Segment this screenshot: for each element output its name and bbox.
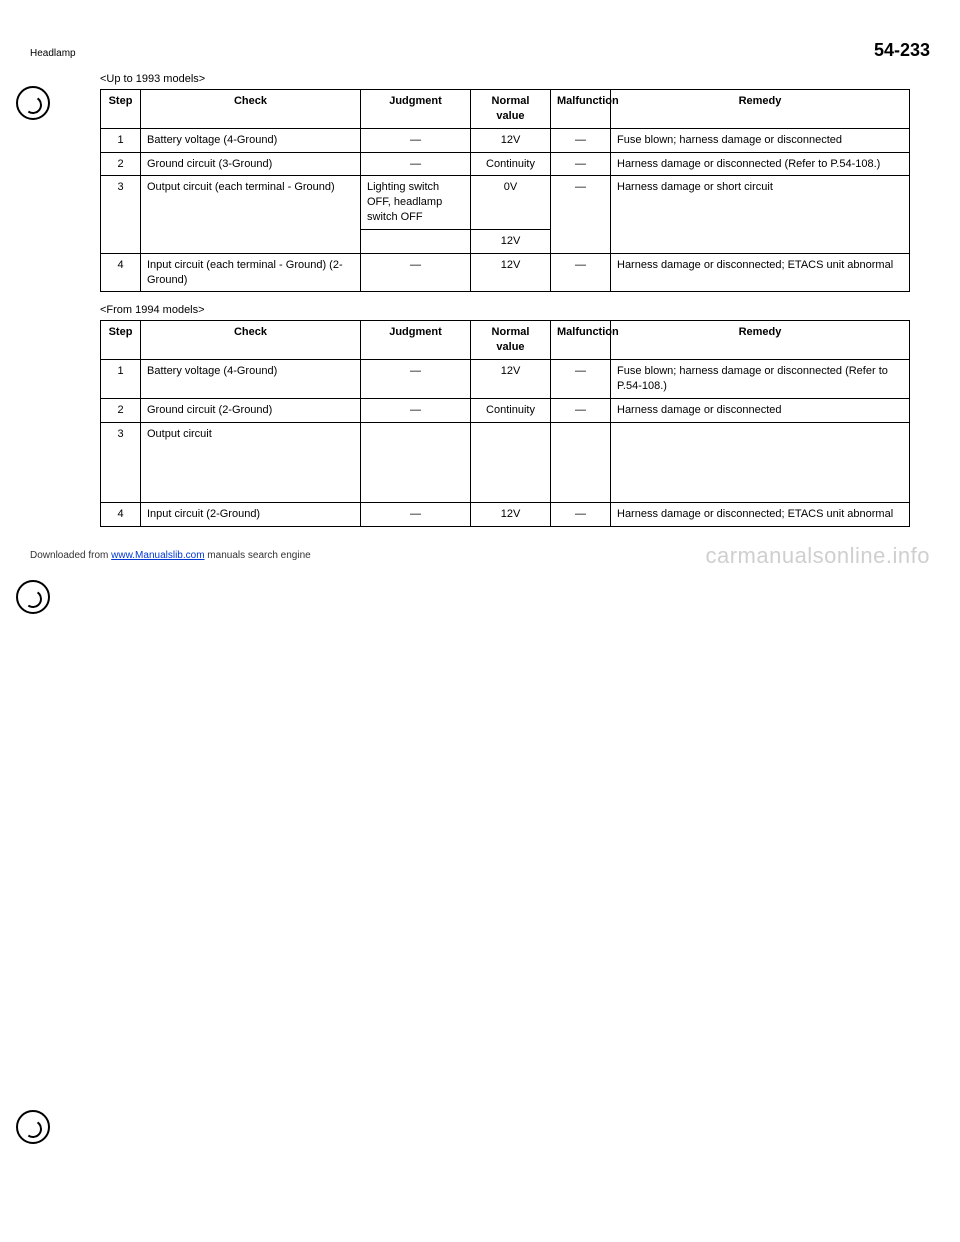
- col-check: Check: [141, 90, 361, 129]
- cell-val: 12V: [471, 502, 551, 526]
- cell-remedy: Harness damage or disconnected: [611, 398, 910, 422]
- cell-mal: —: [551, 253, 611, 292]
- cell-val: Continuity: [471, 398, 551, 422]
- cell-cond: —: [361, 360, 471, 399]
- cell-cond: [361, 229, 471, 253]
- table-row: 2 Ground circuit (3-Ground) — Continuity…: [101, 152, 910, 176]
- cell-val: [471, 422, 551, 502]
- page-number: 54-233: [874, 40, 930, 61]
- cell-check: Input circuit (each terminal - Ground) (…: [141, 253, 361, 292]
- col-remedy: Remedy: [611, 321, 910, 360]
- cell-mal: —: [551, 152, 611, 176]
- margin-marker-2: [16, 580, 50, 614]
- cell-cond: Lighting switch OFF, headlamp switch OFF: [361, 176, 471, 230]
- cell-mal: —: [551, 398, 611, 422]
- table-header-row: Step Check Judgment Normal value Malfunc…: [101, 90, 910, 129]
- cell-val: 12V: [471, 229, 551, 253]
- cell-check: Battery voltage (4-Ground): [141, 128, 361, 152]
- cell-remedy: Harness damage or disconnected; ETACS un…: [611, 502, 910, 526]
- margin-marker-3: [16, 1110, 50, 1144]
- col-val: Normal value: [471, 321, 551, 360]
- cell-remedy: Fuse blown; harness damage or disconnect…: [611, 128, 910, 152]
- col-remedy: Remedy: [611, 90, 910, 129]
- page-header-title: Headlamp: [30, 48, 76, 59]
- col-mal: Malfunction: [551, 90, 611, 129]
- col-step: Step: [101, 321, 141, 360]
- cell-mal: —: [551, 360, 611, 399]
- table2-title: <From 1994 models>: [100, 304, 930, 316]
- cell-check: Input circuit (2-Ground): [141, 502, 361, 526]
- table-row: 1 Battery voltage (4-Ground) — 12V — Fus…: [101, 360, 910, 399]
- cell-mal: —: [551, 128, 611, 152]
- diagnostic-table-1: Step Check Judgment Normal value Malfunc…: [100, 89, 910, 292]
- cell-remedy: Harness damage or disconnected; ETACS un…: [611, 253, 910, 292]
- cell-step: 1: [101, 128, 141, 152]
- cell-cond: —: [361, 398, 471, 422]
- table-row: 3 Output circuit: [101, 422, 910, 502]
- cell-remedy: Harness damage or disconnected (Refer to…: [611, 152, 910, 176]
- margin-marker-1: [16, 86, 50, 120]
- cell-step: 3: [101, 422, 141, 502]
- cell-cond: —: [361, 128, 471, 152]
- download-link[interactable]: www.Manualslib.com: [111, 550, 204, 561]
- cell-remedy: Harness damage or short circuit: [611, 176, 910, 253]
- cell-cond: —: [361, 152, 471, 176]
- table-row: 2 Ground circuit (2-Ground) — Continuity…: [101, 398, 910, 422]
- cell-remedy: [611, 422, 910, 502]
- cell-mal: —: [551, 176, 611, 253]
- cell-step: 2: [101, 152, 141, 176]
- cell-check: Output circuit (each terminal - Ground): [141, 176, 361, 253]
- diagnostic-table-2: Step Check Judgment Normal value Malfunc…: [100, 320, 910, 526]
- download-notice: Downloaded from www.Manualslib.com manua…: [30, 550, 311, 561]
- cell-step: 4: [101, 253, 141, 292]
- cell-cond: —: [361, 253, 471, 292]
- cell-val: 12V: [471, 360, 551, 399]
- page-header: Headlamp 54-233: [30, 40, 930, 61]
- cell-cond: [361, 422, 471, 502]
- cell-val: Continuity: [471, 152, 551, 176]
- cell-step: 2: [101, 398, 141, 422]
- cell-check: Battery voltage (4-Ground): [141, 360, 361, 399]
- table-row: 3 Output circuit (each terminal - Ground…: [101, 176, 910, 230]
- cell-mal: —: [551, 502, 611, 526]
- cell-check: Output circuit: [141, 422, 361, 502]
- download-prefix: Downloaded from: [30, 550, 111, 561]
- table-row: 4 Input circuit (2-Ground) — 12V — Harne…: [101, 502, 910, 526]
- cell-step: 3: [101, 176, 141, 253]
- cell-val: 12V: [471, 253, 551, 292]
- cell-mal: [551, 422, 611, 502]
- col-val: Normal value: [471, 90, 551, 129]
- cell-step: 1: [101, 360, 141, 399]
- col-step: Step: [101, 90, 141, 129]
- table-row: 1 Battery voltage (4-Ground) — 12V — Fus…: [101, 128, 910, 152]
- cell-val: 12V: [471, 128, 551, 152]
- col-mal: Malfunction: [551, 321, 611, 360]
- table1-title: <Up to 1993 models>: [100, 73, 930, 85]
- cell-val: 0V: [471, 176, 551, 230]
- col-check: Check: [141, 321, 361, 360]
- table-row: 4 Input circuit (each terminal - Ground)…: [101, 253, 910, 292]
- cell-remedy: Fuse blown; harness damage or disconnect…: [611, 360, 910, 399]
- watermark: carmanualsonline.info: [705, 543, 930, 569]
- table-header-row: Step Check Judgment Normal value Malfunc…: [101, 321, 910, 360]
- cell-cond: —: [361, 502, 471, 526]
- col-cond: Judgment: [361, 90, 471, 129]
- download-suffix: manuals search engine: [205, 550, 311, 561]
- cell-check: Ground circuit (2-Ground): [141, 398, 361, 422]
- cell-check: Ground circuit (3-Ground): [141, 152, 361, 176]
- cell-step: 4: [101, 502, 141, 526]
- col-cond: Judgment: [361, 321, 471, 360]
- page-footer: Downloaded from www.Manualslib.com manua…: [30, 543, 930, 569]
